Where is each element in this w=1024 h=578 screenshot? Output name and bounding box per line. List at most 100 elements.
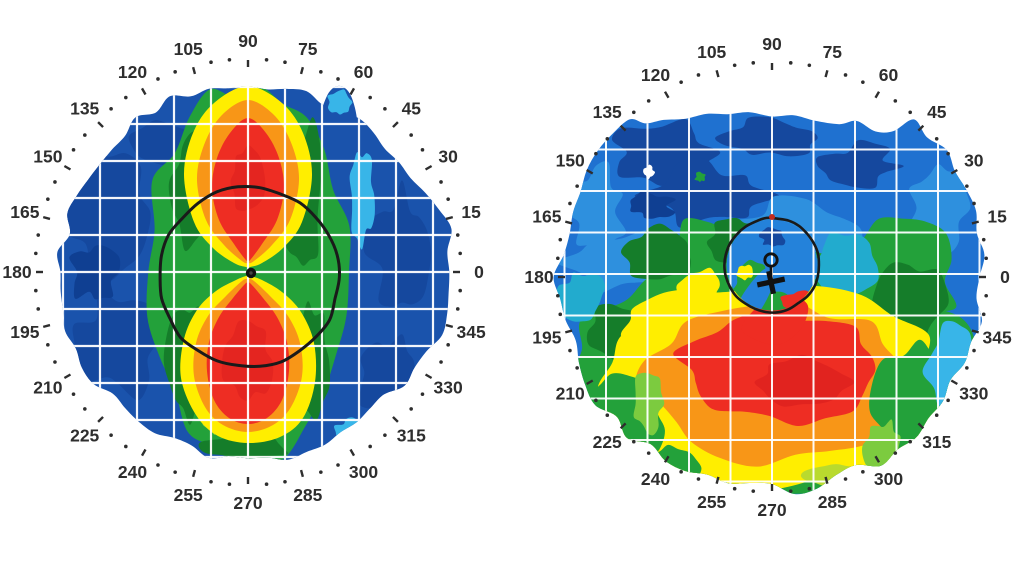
- degree-tick-dot: [679, 80, 683, 84]
- degree-tick-major: [564, 220, 573, 225]
- degree-tick-major: [619, 124, 627, 132]
- apex-dot-core: [249, 271, 253, 275]
- degree-tick-dot: [227, 58, 232, 62]
- degree-tick-dot: [83, 133, 87, 137]
- degree-tick-dot: [807, 63, 812, 68]
- degree-label: 60: [354, 62, 374, 82]
- degree-tick-dot: [124, 95, 128, 100]
- degree-tick-major: [97, 416, 104, 423]
- degree-tick-dot: [696, 73, 701, 77]
- degree-tick-dot: [908, 110, 912, 115]
- degree-tick-dot: [646, 451, 651, 455]
- degree-label: 165: [10, 202, 39, 222]
- degree-label: 0: [1000, 267, 1010, 287]
- region-dark_blue: [363, 180, 432, 307]
- degree-tick-dot: [632, 439, 636, 444]
- degree-tick-major: [564, 329, 573, 334]
- degree-label: 270: [233, 493, 262, 513]
- region-background: [643, 164, 656, 180]
- degree-tick-dot: [36, 233, 41, 237]
- degree-tick-major: [971, 329, 980, 334]
- degree-tick-dot: [446, 197, 450, 201]
- degree-tick-dot: [46, 343, 50, 347]
- degree-label: 315: [397, 425, 426, 445]
- degree-tick-dot: [409, 133, 413, 137]
- degree-tick-major: [824, 476, 829, 485]
- degree-tick-dot: [156, 77, 160, 81]
- degree-tick-dot: [209, 60, 213, 65]
- pupil-circle: [158, 184, 341, 369]
- degree-tick-major: [97, 121, 104, 128]
- topography-map-right: 0 15 30 45 60 75 90 105 120 135 150 165 180 195 210 225…: [524, 34, 1012, 520]
- degree-tick-major: [392, 121, 399, 128]
- degree-tick-dot: [972, 201, 976, 206]
- degree-tick-dot: [981, 312, 986, 317]
- degree-tick-dot: [568, 348, 572, 353]
- degree-tick-dot: [575, 184, 579, 188]
- region-teal: [804, 232, 879, 301]
- degree-label: 105: [174, 39, 203, 59]
- degree-tick-dot: [908, 439, 912, 444]
- degree-tick-dot: [732, 486, 737, 491]
- region-cyan: [327, 89, 353, 115]
- degree-tick-major: [445, 215, 454, 221]
- degree-label: 0: [474, 262, 484, 282]
- degree-tick-dot: [124, 444, 128, 449]
- degree-label: 15: [461, 202, 481, 222]
- degree-label: 180: [524, 267, 553, 287]
- degree-tick-dot: [605, 413, 610, 417]
- degree-tick-dot: [53, 180, 57, 184]
- region-dark_blue: [634, 158, 780, 228]
- degree-tick-dot: [420, 148, 425, 152]
- degree-label: 135: [593, 102, 622, 122]
- degree-tick-major: [140, 87, 147, 96]
- region-dark_green: [620, 223, 691, 280]
- degree-tick-major: [63, 373, 72, 380]
- topography-map-left: 0 15 30 45 60 75 90 105 120 135 150 165 180 195 210 225…: [2, 31, 486, 513]
- degree-tick-dot: [455, 307, 460, 311]
- degree-label: 180: [2, 262, 31, 282]
- degree-tick-major: [824, 69, 829, 78]
- degree-tick-dot: [173, 470, 177, 474]
- degree-label: 30: [964, 151, 984, 171]
- degree-tick-dot: [439, 360, 443, 364]
- degree-tick-dot: [283, 479, 287, 484]
- degree-tick-dot: [679, 470, 683, 474]
- angle-scale: 0 15 30 45 60 75 90 105 120 135 150 165 180 195 210 225…: [2, 31, 486, 513]
- degree-tick-dot: [934, 413, 939, 417]
- degree-tick-dot: [409, 407, 413, 411]
- degree-tick-dot: [575, 366, 579, 370]
- degree-tick-dot: [383, 107, 387, 111]
- degree-tick-major: [971, 220, 980, 225]
- center-marker: [245, 267, 257, 279]
- degree-label: 90: [762, 34, 782, 54]
- degree-tick-dot: [173, 70, 177, 74]
- degree-label: 45: [402, 99, 422, 119]
- degree-tick-dot: [46, 197, 50, 201]
- degree-tick-dot: [946, 151, 950, 156]
- degree-label: 195: [10, 322, 39, 342]
- region-light_green: [633, 372, 665, 436]
- degree-tick-major: [586, 168, 594, 175]
- degree-tick-dot: [972, 348, 976, 353]
- degree-label: 330: [433, 378, 462, 398]
- degree-tick-dot: [788, 489, 793, 493]
- degree-label: 315: [922, 432, 951, 452]
- degree-label: 165: [532, 207, 561, 227]
- degree-tick-dot: [696, 477, 701, 481]
- degree-label: 45: [927, 102, 947, 122]
- degree-tick-major: [663, 455, 670, 463]
- degree-tick-dot: [984, 256, 988, 261]
- degree-tick-dot: [71, 392, 76, 396]
- degree-tick-major: [191, 469, 197, 478]
- degree-tick-dot: [109, 107, 113, 111]
- degree-tick-major: [299, 469, 305, 478]
- degree-label: 240: [118, 462, 147, 482]
- region-dark_blue: [815, 139, 904, 189]
- degree-tick-dot: [455, 233, 460, 237]
- degree-tick-dot: [336, 77, 340, 81]
- degree-label: 270: [757, 500, 786, 520]
- degree-tick-dot: [556, 293, 560, 298]
